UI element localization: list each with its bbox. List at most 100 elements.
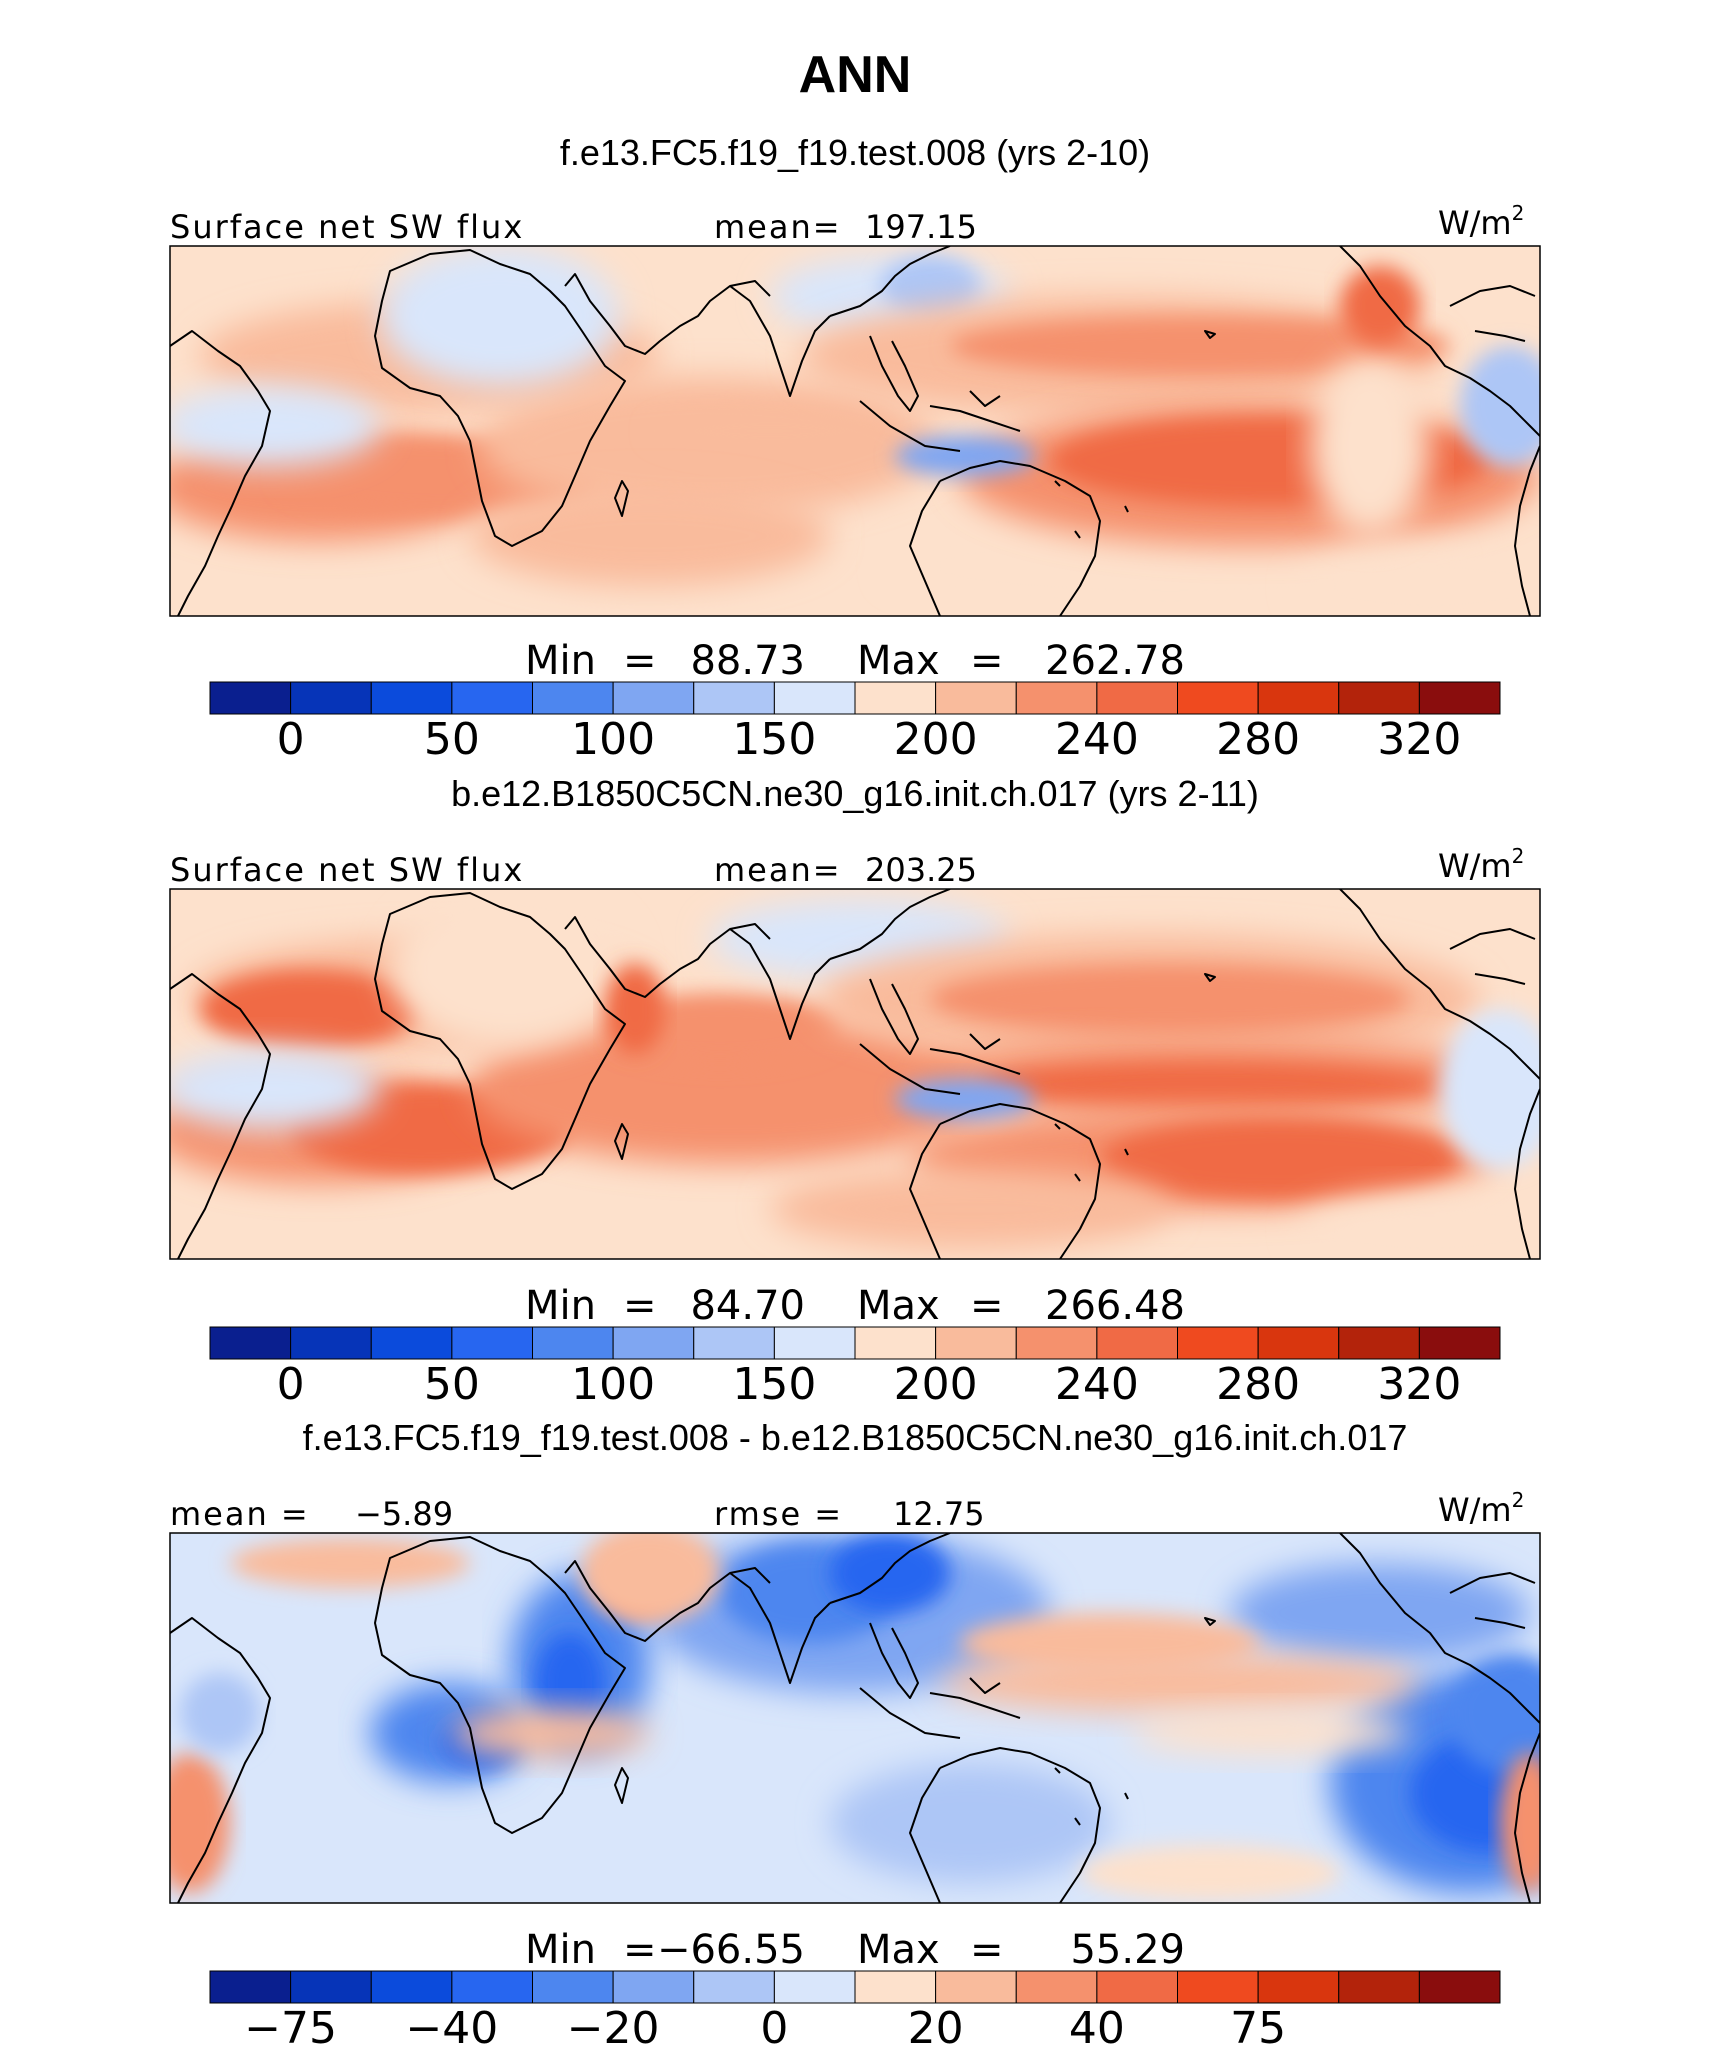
colorbar-box xyxy=(451,681,533,715)
max-label: Max xyxy=(857,1927,940,1973)
colorbar-box xyxy=(290,1326,372,1360)
contour-region xyxy=(170,386,380,466)
contour-region xyxy=(535,1633,605,1733)
contour-region xyxy=(650,406,890,456)
contour-region xyxy=(1450,1653,1540,1773)
map-field xyxy=(170,1533,1540,1903)
contour-region xyxy=(950,316,1450,376)
contour-region xyxy=(1460,346,1540,466)
max-value: 262.78 xyxy=(1045,638,1185,684)
colorbar-box xyxy=(209,1970,292,2004)
colorbar-box xyxy=(612,681,695,715)
colorbar-box xyxy=(1338,681,1420,715)
min-label: Min xyxy=(525,1283,596,1329)
figure-title: ANN xyxy=(799,46,912,104)
max-label: Max xyxy=(857,638,940,684)
colorbar-box xyxy=(1177,1970,1259,2004)
colorbar-tick-label: 50 xyxy=(424,714,480,765)
panel-stat-label: mean= xyxy=(714,851,842,889)
colorbar-box xyxy=(209,1326,292,1360)
colorbar-tick-label: 75 xyxy=(1230,2003,1286,2051)
colorbar-box xyxy=(1338,1970,1420,2004)
units-base: W/m xyxy=(1438,1491,1512,1529)
contour-region xyxy=(180,1673,260,1753)
min-value: 88.73 xyxy=(690,638,805,684)
colorbar-tick-label: −75 xyxy=(244,2003,337,2051)
contour-region xyxy=(1130,1711,1410,1755)
contour-region xyxy=(230,1538,470,1588)
colorbar-box xyxy=(290,1970,372,2004)
contour-region xyxy=(930,964,1410,1034)
colorbar-box xyxy=(1096,681,1178,715)
panel-left-label: mean = xyxy=(170,1495,310,1533)
colorbar-box xyxy=(1177,681,1259,715)
colorbar-box xyxy=(854,1970,937,2004)
colorbar-box xyxy=(532,681,614,715)
colorbar-tick-label: −40 xyxy=(405,2003,498,2051)
contour-region xyxy=(960,1613,1260,1673)
contour-region xyxy=(170,1753,230,1893)
panel-left-label: Surface net SW flux xyxy=(170,208,524,246)
colorbar-box xyxy=(935,1326,1017,1360)
contour-region xyxy=(1100,1119,1460,1199)
colorbar-box xyxy=(532,1970,614,2004)
colorbar-box xyxy=(773,1970,856,2004)
panel-units: W/m2 xyxy=(1438,1488,1524,1529)
panel-stat-value: 12.75 xyxy=(893,1495,985,1533)
units-base: W/m xyxy=(1438,204,1512,242)
max-label: Max xyxy=(857,1283,940,1329)
contour-region xyxy=(390,889,630,1049)
colorbar-box xyxy=(693,1970,775,2004)
contour-region xyxy=(1310,356,1430,536)
min-eq: = xyxy=(623,638,657,684)
colorbar-box xyxy=(693,681,775,715)
colorbar-box xyxy=(1257,681,1340,715)
panel-stat-label: rmse = xyxy=(714,1495,843,1533)
min-eq: = xyxy=(623,1927,657,1973)
map-frame xyxy=(169,245,1541,617)
contour-region xyxy=(1440,1009,1540,1169)
min-eq: = xyxy=(623,1283,657,1329)
contour-region xyxy=(470,486,830,586)
colorbar-box xyxy=(854,1326,937,1360)
colorbar-box xyxy=(532,1326,614,1360)
min-label: Min xyxy=(525,1927,596,1973)
colorbar-tick-label: 240 xyxy=(1055,1359,1139,1410)
colorbar-tick-label: 40 xyxy=(1069,2003,1125,2051)
colorbar-box xyxy=(1338,1326,1420,1360)
colorbar-tick-label: 50 xyxy=(424,1359,480,1410)
colorbar-tick-label: 100 xyxy=(571,1359,655,1410)
colorbar-box xyxy=(209,681,292,715)
panel-1: f.e13.FC5.f19_f19.test.008 (yrs 2-10) Sur… xyxy=(169,132,1541,765)
colorbar-box xyxy=(612,1970,695,2004)
colorbar-box xyxy=(773,681,856,715)
colorbar-box xyxy=(1015,1970,1098,2004)
colorbar-box xyxy=(1257,1970,1340,2004)
colorbar-box xyxy=(935,1970,1017,2004)
map-frame xyxy=(169,888,1541,1260)
colorbar-box xyxy=(854,681,937,715)
contour-region xyxy=(880,256,980,316)
colorbar-box xyxy=(290,681,372,715)
panel-units: W/m2 xyxy=(1438,201,1524,242)
units-base: W/m xyxy=(1438,847,1512,885)
colorbar-box xyxy=(612,1326,695,1360)
colorbar-tick-label: 150 xyxy=(732,1359,816,1410)
map-frame xyxy=(169,1532,1541,1904)
colorbar-box xyxy=(451,1970,533,2004)
colorbar-tick-label: −20 xyxy=(567,2003,660,2051)
colorbar-tick-label: 280 xyxy=(1216,1359,1300,1410)
min-label: Min xyxy=(525,638,596,684)
contour-region xyxy=(830,1533,950,1613)
contour-region xyxy=(770,1169,1170,1249)
panel-2: b.e12.B1850C5CN.ne30_g16.init.ch.017 (yr… xyxy=(169,773,1541,1410)
contour-region xyxy=(1230,1563,1530,1663)
colorbar-box xyxy=(370,1326,453,1360)
contour-region xyxy=(200,969,420,1049)
colorbar-box xyxy=(1177,1326,1259,1360)
map-field xyxy=(170,889,1540,1259)
max-value: 55.29 xyxy=(1070,1927,1185,1973)
colorbar-box xyxy=(1096,1326,1178,1360)
max-value: 266.48 xyxy=(1045,1283,1185,1329)
